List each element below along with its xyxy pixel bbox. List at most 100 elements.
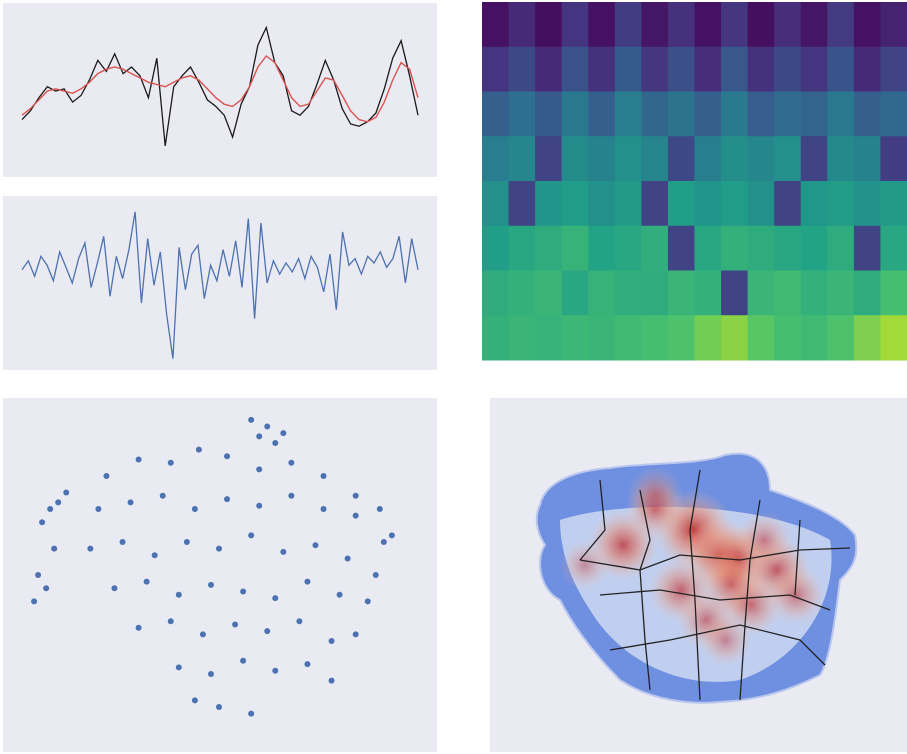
heatmap-cell [588, 181, 615, 226]
scatter-point [136, 625, 142, 631]
figure [0, 0, 907, 754]
scatter-point [329, 638, 335, 644]
heatmap-cell [880, 47, 907, 92]
heatmap-cell [854, 271, 881, 316]
scatter-point [39, 519, 45, 525]
heatmap-cell [801, 2, 828, 47]
scatter-point [208, 671, 214, 677]
heatmap-cell [641, 2, 668, 47]
heatmap-cell [668, 271, 695, 316]
heatmap-cell [774, 271, 801, 316]
heatmap-cell [588, 271, 615, 316]
scatter-point [272, 440, 278, 446]
heatmap-cell [774, 47, 801, 92]
scatter-point [232, 622, 238, 628]
heatmap-cell [721, 315, 748, 360]
heatmap-cell [695, 226, 722, 271]
scatter-point [176, 664, 182, 670]
heatmap-cell [748, 2, 775, 47]
heatmap-cell [748, 181, 775, 226]
heatmap-cell [880, 136, 907, 181]
heatmap-cell [695, 181, 722, 226]
heatmap-cell [774, 315, 801, 360]
scatter-point [196, 447, 202, 453]
scatter-point [224, 453, 230, 459]
heatmap-cell [721, 271, 748, 316]
scatter-point [365, 598, 371, 604]
heatmap-cell [695, 271, 722, 316]
scatter-point [192, 697, 198, 703]
heatmap-cell [615, 226, 642, 271]
heatmap-cell [668, 92, 695, 137]
heatmap-cell [615, 2, 642, 47]
scatter-point [176, 592, 182, 598]
heatmap-cell [748, 136, 775, 181]
heatmap-cell [482, 92, 509, 137]
scatter-point [31, 598, 37, 604]
heatmap-cell [588, 47, 615, 92]
scatter-point [120, 539, 126, 545]
heatmap-cell [801, 315, 828, 360]
scatter-point [35, 572, 41, 578]
heatmap-cell [854, 181, 881, 226]
heatmap-cell [721, 226, 748, 271]
heatmap-cell [615, 181, 642, 226]
heatmap-cell [774, 226, 801, 271]
heatmap-cell [588, 136, 615, 181]
heatmap-cell [854, 47, 881, 92]
heatmap-cell [827, 136, 854, 181]
heatmap-cell [695, 315, 722, 360]
scatter-point [353, 493, 359, 499]
heatmap-cell [641, 92, 668, 137]
heatmap-cell [615, 47, 642, 92]
scatter-point [240, 589, 246, 595]
scatter-point [168, 460, 174, 466]
scatter-point [136, 457, 142, 463]
heatmap-cell [695, 92, 722, 137]
scatter-point [216, 546, 222, 552]
heatmap-cell [615, 92, 642, 137]
heatmap-cell [880, 271, 907, 316]
heatmap-cell [509, 92, 536, 137]
heatmap-cell [535, 47, 562, 92]
scatter-point [280, 549, 286, 555]
heatmap-cell [801, 92, 828, 137]
heatmap-cell [774, 92, 801, 137]
heatmap-cell [482, 271, 509, 316]
scatter-point [304, 661, 310, 667]
heatmap-cell [562, 181, 589, 226]
heatmap-cell [801, 181, 828, 226]
heatmap-cell [562, 47, 589, 92]
scatter-point [256, 433, 262, 439]
heatmap-cell [748, 315, 775, 360]
scatter-point [288, 460, 294, 466]
heatmap-cell [827, 181, 854, 226]
heatmap-cell [827, 47, 854, 92]
heatmap-cell [482, 47, 509, 92]
scatter-point [87, 546, 93, 552]
scatter-point [168, 618, 174, 624]
scatter-point [240, 658, 246, 664]
heatmap-cell [801, 226, 828, 271]
heatmap-cell [801, 47, 828, 92]
heatmap-cell [695, 2, 722, 47]
scatter-point [264, 424, 270, 430]
scatter-point [304, 579, 310, 585]
heatmap-cell [721, 136, 748, 181]
scatter-point [208, 582, 214, 588]
heatmap-cell [509, 47, 536, 92]
scatter-point [248, 417, 254, 423]
heatmap-cell [615, 136, 642, 181]
heatmap-cell [880, 315, 907, 360]
scatter-point [288, 493, 294, 499]
heatmap-cell [588, 226, 615, 271]
scatter-point [329, 678, 335, 684]
heatmap-cell [535, 226, 562, 271]
heatmap-cell [509, 181, 536, 226]
heatmap-cell [535, 92, 562, 137]
scatter-point [296, 618, 302, 624]
scatter-point [345, 556, 351, 562]
heatmap-cell [562, 92, 589, 137]
scatter-point [321, 473, 327, 479]
heatmap-cell [774, 2, 801, 47]
